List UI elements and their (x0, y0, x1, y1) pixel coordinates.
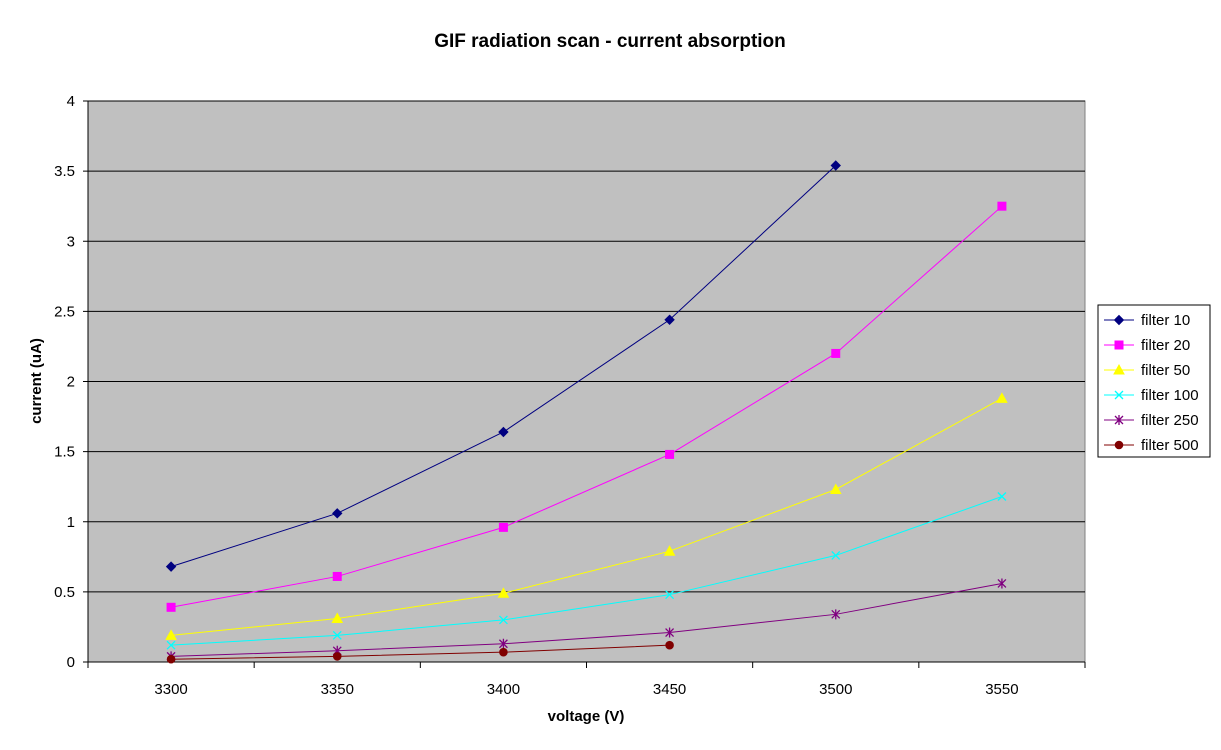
data-point (331, 612, 344, 624)
data-point (663, 545, 676, 556)
data-point (665, 627, 675, 638)
data-point (665, 640, 674, 650)
y-tick-label: 2 (67, 374, 75, 391)
data-point (830, 160, 841, 171)
legend-label: filter 100 (1141, 387, 1199, 404)
y-tick-label: 1.5 (54, 444, 75, 461)
series-filter-500 (166, 640, 674, 664)
data-point (996, 392, 1008, 403)
data-point (332, 652, 342, 661)
data-point (165, 561, 177, 572)
legend-label: filter 500 (1141, 437, 1199, 454)
y-tick-label: 3.5 (54, 163, 75, 180)
legend-item: filter 500 (1104, 437, 1199, 454)
x-tick-label: 3500 (819, 681, 852, 698)
data-point (997, 492, 1007, 501)
legend-item: filter 100 (1104, 387, 1199, 404)
data-point (498, 426, 509, 438)
legend-label: filter 250 (1141, 412, 1199, 429)
data-point (498, 615, 508, 625)
y-tick-label: 3 (67, 233, 75, 250)
legend-item: filter 250 (1104, 412, 1199, 429)
x-tick-label: 3300 (154, 681, 187, 698)
legend-marker (1114, 440, 1124, 450)
legend: filter 10 filter 20 filter 50 filter 100 fil… (1097, 304, 1211, 458)
data-point (498, 638, 508, 649)
data-point (332, 630, 342, 640)
series-line (170, 205, 1003, 608)
series-filter-50 (165, 392, 1008, 640)
y-tick-label: 4 (67, 93, 75, 110)
data-point (831, 550, 841, 560)
y-tick-label: 0 (67, 654, 75, 671)
legend-label: filter 10 (1141, 312, 1190, 329)
data-point (497, 587, 510, 598)
series-line (171, 582, 1003, 657)
data-point (332, 571, 342, 581)
data-point (997, 201, 1007, 211)
data-point (166, 654, 176, 664)
data-point (664, 314, 675, 325)
legend-label: filter 20 (1141, 337, 1190, 354)
y-tick-label: 1 (67, 514, 75, 531)
series-group (165, 160, 1008, 664)
x-tick-label: 3550 (985, 681, 1018, 698)
x-tick-label: 3450 (653, 681, 686, 698)
data-point (831, 609, 841, 620)
data-point (166, 640, 176, 650)
data-point (665, 590, 675, 600)
legend-item: filter 50 (1104, 362, 1190, 379)
legend-marker (1114, 340, 1124, 350)
legend-item: filter 20 (1104, 337, 1190, 354)
series-line (171, 644, 670, 660)
series-filter-20 (166, 201, 1007, 612)
tick-labels: 0 0.5 1 1.5 2 2.5 3 3.5 4 3300 3350 3400 3450 3500 355… (54, 93, 1018, 698)
series-line (171, 397, 1003, 636)
y-axis-title: current (uA) (28, 338, 45, 424)
data-point (829, 483, 842, 494)
legend-marker (1114, 415, 1124, 425)
legend-box (1097, 304, 1211, 458)
legend-label: filter 50 (1141, 362, 1190, 379)
legend-marker (1113, 314, 1125, 326)
series-filter-100 (166, 492, 1007, 650)
x-tick-label: 3350 (321, 681, 354, 698)
x-tick-label: 3400 (487, 681, 520, 698)
data-point (498, 522, 508, 532)
legend-marker (1114, 390, 1124, 400)
series-line (171, 496, 1003, 646)
data-point (165, 629, 177, 640)
y-tick-label: 0.5 (54, 584, 75, 601)
axes (83, 100, 1086, 668)
series-filter-10 (165, 160, 841, 572)
legend-marker (1113, 363, 1125, 375)
legend-item: filter 10 (1104, 312, 1190, 329)
data-point (499, 647, 508, 657)
data-point (831, 348, 841, 358)
x-axis-title: voltage (V) (548, 708, 625, 725)
data-point (332, 508, 343, 519)
chart-title: GIF radiation scan - current absorption (434, 31, 786, 52)
y-tick-label: 2.5 (54, 303, 75, 320)
data-point (997, 578, 1007, 589)
data-point (166, 602, 176, 612)
data-point (665, 449, 675, 459)
